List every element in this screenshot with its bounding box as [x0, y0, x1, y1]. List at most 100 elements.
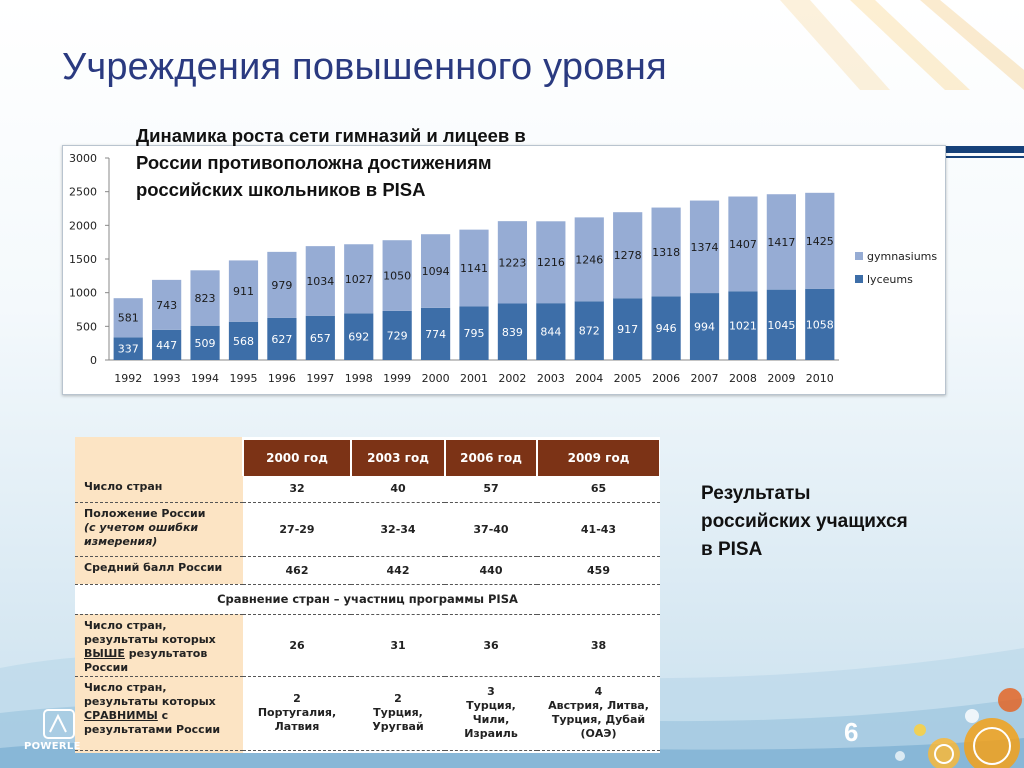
table-cell: 4 Австрия, Литва, Турция, Дубай (ОАЭ) — [537, 676, 660, 751]
bar-lyceums — [728, 291, 758, 360]
pisa-results-table: 2000 год 2003 год 2006 год 2009 год Числ… — [75, 437, 660, 753]
table-row: Число стран 32 40 57 65 — [75, 476, 660, 503]
chart-subtitle: Динамика роста сети гимназий и лицеев в … — [136, 125, 526, 200]
bar-lyceums — [152, 329, 182, 360]
data-label-lyceums: 568 — [233, 335, 254, 348]
slide-title: Учреждения повышенного уровня — [62, 46, 667, 88]
data-label-lyceums: 657 — [310, 332, 331, 345]
legend-swatch-lyceums — [855, 275, 863, 283]
data-label-gymnasiums: 1094 — [422, 265, 450, 278]
data-label-gymnasiums: 1027 — [345, 273, 373, 286]
data-label-gymnasiums: 823 — [195, 292, 216, 305]
data-label-gymnasiums: 1278 — [614, 249, 642, 262]
bar-lyceums — [766, 289, 796, 360]
bar-lyceums — [344, 313, 374, 360]
top-corner-decoration — [780, 0, 1024, 90]
row-label-note: (с учетом ошибки измерения) — [84, 520, 199, 548]
bar-gymnasiums — [420, 234, 451, 308]
data-label-gymnasiums: 1318 — [652, 246, 680, 259]
x-tick-label: 1996 — [268, 372, 296, 385]
table-row: Число стран, результаты которых ВЫШЕ рез… — [75, 614, 660, 677]
data-label-lyceums: 729 — [387, 329, 408, 342]
x-tick-label: 2002 — [498, 372, 526, 385]
data-label-lyceums: 1058 — [806, 318, 834, 331]
data-label-gymnasiums: 1246 — [575, 253, 603, 266]
bar-gymnasiums — [536, 221, 566, 304]
x-tick-label: 2000 — [422, 372, 450, 385]
legend-label-gymnasiums: gymnasiums — [867, 250, 937, 263]
header-2003: 2003 год — [350, 437, 446, 476]
bar-lyceums — [113, 337, 143, 360]
page-number: 6 — [844, 717, 859, 747]
x-tick-label: 2006 — [652, 372, 680, 385]
x-tick-label: 2009 — [767, 372, 795, 385]
bar-gymnasiums — [113, 298, 143, 338]
data-label-gymnasiums: 1034 — [306, 275, 334, 288]
bar-gymnasiums — [497, 221, 528, 304]
bar-gymnasiums — [805, 192, 835, 289]
data-label-lyceums: 872 — [579, 325, 600, 338]
table-row: Средний балл России 462 442 440 459 — [75, 556, 660, 585]
data-label-gymnasiums: 743 — [156, 299, 177, 312]
bar-gymnasiums — [728, 196, 758, 292]
data-label-lyceums: 839 — [502, 326, 523, 339]
bar-lyceums — [420, 307, 451, 360]
table-cell: 442 — [351, 556, 445, 585]
bar-lyceums — [459, 306, 489, 360]
data-label-gymnasiums: 1417 — [767, 236, 795, 249]
data-label-lyceums: 917 — [617, 323, 638, 336]
x-tick-label: 1997 — [306, 372, 334, 385]
bar-lyceums — [267, 317, 297, 360]
data-label-gymnasiums: 1141 — [460, 262, 488, 275]
row-label: Число стран, результаты которых СРАВНИМЫ… — [75, 676, 243, 751]
row-label: Число стран — [75, 476, 243, 503]
data-label-gymnasiums: 1374 — [691, 241, 719, 254]
data-label-lyceums: 509 — [195, 337, 216, 350]
x-tick-label: 2005 — [614, 372, 642, 385]
data-label-lyceums: 447 — [156, 339, 177, 352]
legend-label-lyceums: lyceums — [867, 273, 913, 286]
table-cell: 41-43 — [537, 502, 660, 557]
bar-gymnasiums — [305, 246, 335, 316]
emphasis-word: ВЫШЕ — [84, 646, 125, 660]
chart-frame: 0 500 1000 1500 2000 2500 3000 337 581 1992 447 743… — [62, 145, 946, 395]
y-tick-label: 2000 — [69, 219, 97, 232]
data-label-gymnasiums: 1407 — [729, 238, 757, 251]
bar-lyceums — [613, 298, 643, 360]
bar-lyceums — [190, 325, 220, 360]
data-label-gymnasiums: 1216 — [537, 256, 565, 269]
x-tick-label: 2004 — [575, 372, 603, 385]
y-tick-label: 500 — [76, 320, 97, 333]
bar-lyceums — [651, 296, 681, 360]
bar-lyceums — [536, 303, 566, 360]
y-tick-label: 3000 — [69, 152, 97, 165]
x-tick-label: 2003 — [537, 372, 565, 385]
data-label-gymnasiums: 911 — [233, 285, 254, 298]
pisa-results-caption: Результаты российских учащихся в PISA — [701, 483, 908, 560]
data-label-gymnasiums: 979 — [271, 279, 292, 292]
data-label-lyceums: 1021 — [729, 320, 757, 333]
table-cell: 36 — [445, 614, 537, 677]
table-cell: 31 — [351, 614, 445, 677]
x-tick-label: 2008 — [729, 372, 757, 385]
table-cell: 32-34 — [351, 502, 445, 557]
title-accent-bar — [946, 146, 1024, 153]
table-cell: 38 — [537, 614, 660, 677]
x-tick-label: 1998 — [345, 372, 373, 385]
data-label-lyceums: 774 — [425, 328, 446, 341]
bar-gymnasiums — [613, 212, 643, 299]
bar-gymnasiums — [574, 217, 604, 302]
table-cell: 57 — [445, 476, 537, 503]
bar-gymnasiums — [689, 200, 720, 294]
x-tick-label: 2001 — [460, 372, 488, 385]
bar-lyceums — [805, 288, 835, 360]
y-tick-label: 2500 — [69, 186, 97, 199]
table-cell: 40 — [351, 476, 445, 503]
bar-gymnasiums — [344, 244, 374, 314]
x-tick-label: 1992 — [114, 372, 142, 385]
x-tick-label: 1995 — [229, 372, 257, 385]
row-label-main: Положение России — [84, 506, 206, 520]
bar-gymnasiums — [267, 251, 297, 318]
table-row: Число стран, результаты которых СРАВНИМЫ… — [75, 676, 660, 751]
bar-lyceums — [305, 315, 335, 360]
